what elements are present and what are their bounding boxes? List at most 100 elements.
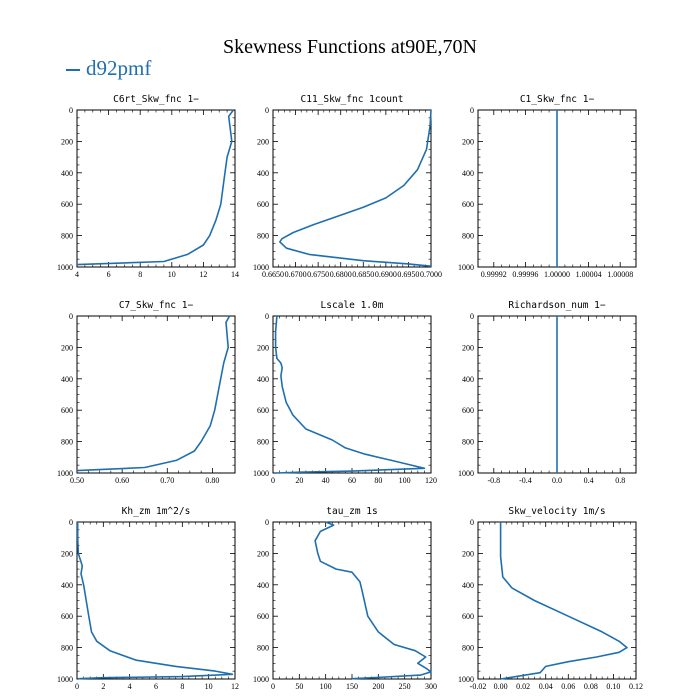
x-tick-label: 0.99992 (481, 270, 507, 279)
y-tick-label: 400 (257, 581, 269, 590)
y-tick-label: 200 (257, 343, 269, 352)
x-tick-label: 0.12 (629, 682, 643, 691)
y-tick-label: 800 (462, 438, 474, 447)
x-tick-label: 10 (205, 682, 213, 691)
x-tick-label: 6 (154, 682, 158, 691)
y-tick-label: 0 (265, 106, 269, 115)
y-tick-label: 600 (257, 200, 269, 209)
x-tick-label: 1.00008 (607, 270, 633, 279)
y-tick-label: 800 (257, 644, 269, 653)
x-tick-label: 0.6900 (375, 270, 397, 279)
y-tick-label: 0 (470, 312, 474, 321)
y-tick-label: 800 (61, 644, 73, 653)
y-tick-label: 1000 (253, 675, 269, 684)
x-tick-label: 0.8 (615, 476, 625, 485)
y-tick-label: 600 (61, 406, 73, 415)
y-tick-label: 200 (61, 137, 73, 146)
y-tick-label: 800 (257, 232, 269, 241)
y-tick-label: 400 (61, 581, 73, 590)
x-tick-label: 0.6700 (285, 270, 307, 279)
series-line (76, 315, 231, 472)
x-tick-label: 150 (346, 682, 358, 691)
x-tick-label: 200 (372, 682, 384, 691)
y-tick-label: 400 (462, 581, 474, 590)
series-line (76, 522, 234, 680)
panel-7: Kh_zm 1m^2/s 0 2 4 6 8 10 12 0 200 400 600 800 1000 (57, 506, 239, 691)
x-tick-label: 2 (101, 682, 105, 691)
panel-title: Kh_zm 1m^2/s (122, 506, 191, 517)
y-tick-label: 1000 (57, 469, 73, 478)
panel-3: C1_Skw_fnc 1− 0.99992 0.99996 1.00000 1.0000… (458, 94, 637, 279)
y-tick-label: 600 (462, 200, 474, 209)
x-tick-label: 100 (320, 682, 332, 691)
x-tick-label: 0.6800 (330, 270, 352, 279)
y-tick-label: 400 (61, 375, 73, 384)
x-tick-label: 0.6650 (262, 270, 284, 279)
x-tick-label: 20 (295, 476, 303, 485)
x-tick-label: 0 (271, 476, 275, 485)
y-tick-label: 800 (257, 438, 269, 447)
panel-8: tau_zm 1s 0 50 100 150 200 250 300 0 200 400 600 800… (253, 506, 437, 691)
y-tick-label: 600 (462, 612, 474, 621)
y-tick-label: 0 (69, 518, 73, 527)
legend: d92pmf (66, 56, 151, 81)
panel-title: tau_zm 1s (326, 506, 377, 517)
y-tick-label: 600 (462, 406, 474, 415)
x-tick-label: 120 (425, 476, 437, 485)
plot-frame (477, 521, 637, 680)
x-tick-label: 0.06 (561, 682, 575, 691)
x-tick-label: 0.7000 (420, 270, 442, 279)
panel-title: C1_Skw_fnc 1− (520, 94, 595, 105)
y-tick-label: 200 (462, 137, 474, 146)
y-tick-label: 800 (462, 644, 474, 653)
x-tick-label: -0.02 (470, 682, 487, 691)
y-tick-label: 200 (61, 343, 73, 352)
x-tick-label: 0.50 (70, 476, 84, 485)
x-tick-label: 40 (322, 476, 330, 485)
y-tick-label: 200 (257, 549, 269, 558)
x-tick-label: 0.6750 (307, 270, 329, 279)
x-tick-label: 0.60 (115, 476, 129, 485)
legend-swatch (66, 69, 80, 72)
x-tick-label: 1.00004 (576, 270, 602, 279)
x-tick-label: -0.8 (487, 476, 500, 485)
y-tick-label: 400 (257, 169, 269, 178)
y-tick-label: 1000 (253, 263, 269, 272)
y-tick-label: 600 (61, 612, 73, 621)
series-line (76, 109, 235, 266)
x-tick-label: 100 (399, 476, 411, 485)
y-tick-label: 800 (462, 232, 474, 241)
y-tick-label: 0 (470, 106, 474, 115)
y-tick-label: 0 (69, 312, 73, 321)
x-tick-label: 1.00000 (544, 270, 570, 279)
y-tick-label: 200 (462, 343, 474, 352)
x-tick-label: 80 (374, 476, 382, 485)
y-tick-label: 1000 (458, 263, 474, 272)
x-tick-label: 0.6850 (352, 270, 374, 279)
y-tick-label: 400 (462, 169, 474, 178)
legend-label: d92pmf (86, 56, 152, 80)
y-tick-label: 1000 (253, 469, 269, 478)
x-tick-label: 0.99996 (512, 270, 538, 279)
panel-6: Richardson_num 1− -0.8 -0.4 0.0 0.4 0.8 0 200 40… (458, 300, 637, 485)
x-tick-label: 0.70 (160, 476, 174, 485)
x-tick-label: 10 (168, 270, 176, 279)
y-tick-label: 200 (462, 549, 474, 558)
x-tick-label: 0.04 (539, 682, 553, 691)
x-tick-label: 0.4 (584, 476, 594, 485)
figure-title: Skewness Functions at90E,70N (223, 36, 477, 58)
x-tick-label: 0.00 (494, 682, 508, 691)
x-tick-label: 250 (399, 682, 411, 691)
y-tick-label: 600 (257, 406, 269, 415)
plot-frame (272, 109, 432, 268)
y-tick-label: 600 (61, 200, 73, 209)
series-line (274, 315, 426, 474)
x-tick-label: 300 (425, 682, 437, 691)
y-tick-label: 1000 (57, 263, 73, 272)
x-tick-label: 0.10 (606, 682, 620, 691)
x-tick-label: 60 (348, 476, 356, 485)
x-tick-label: 0.0 (552, 476, 562, 485)
panel-9: Skw_velocity 1m/s -0.02 0.00 0.02 0.04 0.06 0.… (458, 506, 643, 691)
panel-title: C11_Skw_fnc 1count (301, 94, 404, 105)
